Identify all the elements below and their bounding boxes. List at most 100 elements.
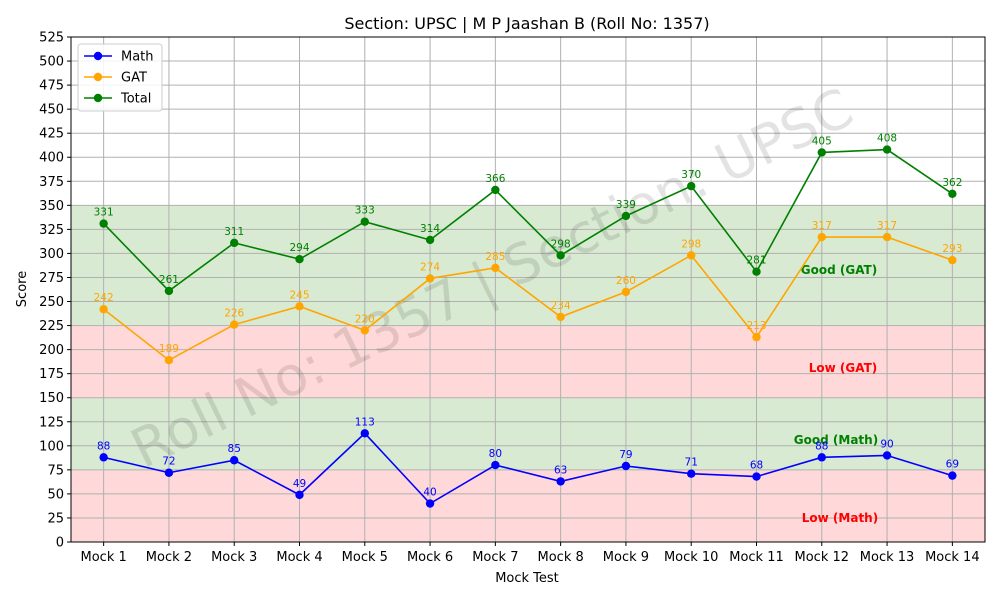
total-point-6 [425, 235, 435, 245]
legend: Math GAT Total [77, 43, 163, 112]
y-tick-label-425: 425 [39, 127, 64, 142]
math-data-label-9: 79 [619, 449, 632, 461]
gat-series-line [103, 236, 953, 362]
total-data-label-10: 370 [681, 169, 701, 181]
total-data-label-11: 281 [746, 255, 766, 267]
total-data-label-13: 408 [877, 133, 897, 145]
legend-marker-total [93, 93, 103, 103]
math-data-label-1: 88 [97, 440, 110, 452]
x-tick-label-8: Mock 9 [603, 550, 649, 565]
math-point-10 [687, 469, 696, 478]
legend-label-total: Total [120, 92, 151, 107]
legend-label-gat: GAT [121, 71, 147, 86]
total-data-label-8: 298 [551, 238, 571, 250]
total-data-label-5: 333 [355, 205, 375, 217]
y-tick-label-400: 400 [39, 151, 64, 166]
total-point-10 [687, 181, 696, 191]
gat-point-14 [948, 255, 957, 265]
math-data-label-8: 63 [554, 464, 567, 476]
total-point-1 [99, 219, 108, 228]
gat-data-label-8: 234 [551, 300, 571, 312]
math-data-label-10: 71 [685, 457, 698, 469]
gat-data-label-4: 245 [289, 289, 309, 301]
math-data-label-4: 49 [293, 478, 306, 490]
total-point-2 [164, 286, 174, 296]
gat-data-label-11: 213 [746, 320, 766, 332]
x-tick-label-7: Mock 8 [538, 550, 584, 565]
band-labels-layer: Low (Math) Good (Math) Low (GAT) Good (GAT) [794, 263, 878, 525]
y-tick-label-150: 150 [39, 391, 64, 406]
total-series-line [103, 148, 953, 293]
y-tick-label-475: 475 [39, 79, 64, 94]
math-data-label-14: 69 [946, 459, 959, 471]
gat-point-8 [556, 312, 565, 322]
total-data-label-12: 405 [812, 135, 832, 147]
math-point-2 [164, 468, 174, 477]
x-tick-label-6: Mock 7 [472, 550, 518, 565]
band-3 [71, 205, 985, 326]
total-point-8 [556, 251, 565, 260]
gat-data-label-13: 317 [877, 220, 897, 232]
y-tick-label-25: 25 [47, 511, 64, 526]
gat-point-7 [491, 263, 500, 273]
y-tick-label-50: 50 [47, 487, 64, 502]
gat-data-label-7: 285 [485, 251, 505, 263]
gat-data-label-2: 189 [159, 343, 179, 355]
math-data-label-3: 85 [228, 443, 241, 455]
math-point-1 [99, 453, 108, 462]
x-tick-label-3: Mock 4 [276, 550, 322, 565]
band-label-1: Good (Math) [794, 433, 878, 447]
axes-layer: 0 25 50 75 100 125 150 175 200 225 250 275 300 325 350… [39, 31, 979, 566]
legend-marker-math [93, 51, 103, 61]
y-tick-label-100: 100 [39, 439, 64, 454]
gat-data-label-1: 242 [94, 292, 114, 304]
x-tick-label-5: Mock 6 [407, 550, 453, 565]
math-point-8 [556, 477, 565, 486]
gat-data-label-10: 298 [681, 238, 701, 250]
legend-marker-gat [93, 72, 103, 82]
gat-point-5 [360, 326, 369, 335]
gat-data-label-3: 226 [224, 308, 244, 320]
band-2 [71, 325, 985, 398]
math-point-12 [817, 453, 826, 462]
math-point-9 [621, 461, 631, 471]
y-tick-label-175: 175 [39, 367, 64, 382]
band-label-2: Low (GAT) [809, 361, 878, 375]
total-point-13 [882, 145, 892, 154]
math-point-3 [230, 456, 239, 465]
band-label-0: Low (Math) [802, 511, 878, 525]
gat-point-3 [230, 320, 239, 329]
y-tick-label-450: 450 [39, 103, 64, 118]
gat-point-1 [99, 305, 108, 314]
gat-point-10 [687, 251, 696, 260]
total-data-label-7: 366 [485, 173, 505, 185]
total-point-14 [948, 189, 957, 198]
total-data-label-6: 314 [420, 223, 440, 235]
gat-point-13 [882, 232, 892, 242]
gat-data-label-9: 260 [616, 275, 636, 287]
gat-data-label-5: 220 [355, 313, 375, 325]
math-point-4 [295, 490, 304, 500]
gat-point-11 [752, 332, 761, 342]
math-series-line [103, 432, 953, 505]
y-tick-label-350: 350 [39, 199, 64, 214]
x-tick-label-2: Mock 3 [211, 550, 257, 565]
y-tick-label-125: 125 [39, 415, 64, 430]
gat-point-2 [164, 356, 174, 365]
band-1 [71, 397, 985, 470]
x-tick-label-10: Mock 11 [729, 550, 784, 565]
total-point-5 [360, 217, 369, 226]
x-tick-label-4: Mock 5 [342, 550, 388, 565]
x-tick-label-11: Mock 12 [795, 550, 850, 565]
gat-data-label-12: 317 [812, 220, 832, 232]
total-data-label-14: 362 [942, 177, 962, 189]
y-tick-label-500: 500 [39, 55, 64, 70]
total-point-12 [817, 148, 826, 157]
y-tick-label-75: 75 [47, 463, 64, 478]
gat-point-12 [817, 232, 826, 242]
total-data-label-2: 261 [159, 274, 179, 286]
total-data-label-9: 339 [616, 199, 636, 211]
total-point-4 [295, 255, 304, 264]
y-axis-label: Score [15, 271, 30, 307]
data-labels-layer: 88 72 85 49 113 40 80 63 79 71 68 88 90 69 242 189 226 24… [94, 133, 963, 499]
